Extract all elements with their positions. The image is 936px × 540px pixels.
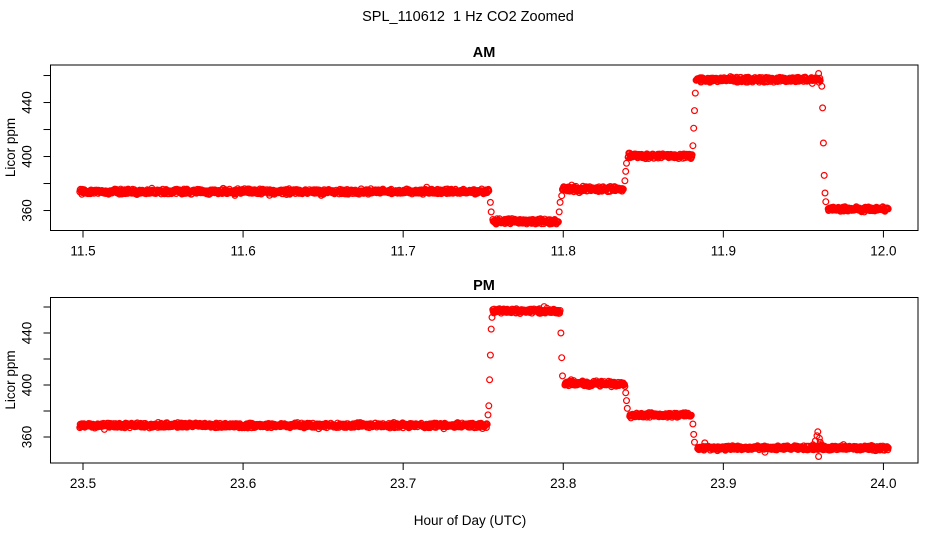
x-tick-label: 11.8 — [551, 244, 576, 259]
x-tick-label: 23.9 — [710, 476, 736, 491]
y-tick-label: 360 — [20, 199, 35, 222]
x-tick-label: 11.6 — [230, 244, 255, 259]
data-point — [884, 205, 892, 213]
am-data-points — [76, 69, 892, 228]
y-tick-label: 400 — [20, 145, 35, 168]
chart-title: SPL_110612 1 Hz CO2 Zoomed — [362, 9, 574, 25]
data-point — [556, 307, 564, 315]
data-point — [485, 402, 493, 410]
am-plot-frame — [50, 64, 919, 231]
data-point — [622, 397, 630, 405]
data-point — [558, 372, 566, 380]
data-point — [621, 177, 629, 185]
pm-data-points — [76, 303, 892, 461]
data-point — [623, 404, 631, 412]
pm-panel: PM Licor ppm 23.5 23.6 23.7 23.8 23.9 24.0 360… — [3, 278, 919, 491]
am-x-axis-ticks: 11.5 11.6 11.7 11.8 11.9 12.0 — [70, 230, 897, 259]
data-point — [690, 430, 698, 438]
data-point — [621, 382, 629, 390]
data-point — [688, 151, 696, 159]
x-tick-label: 23.8 — [550, 476, 576, 491]
data-point — [691, 89, 699, 97]
x-tick-label: 23.7 — [390, 476, 416, 491]
data-point — [690, 124, 698, 132]
data-point — [884, 444, 892, 452]
data-point — [557, 329, 565, 337]
data-point — [814, 428, 822, 436]
y-tick-label: 360 — [20, 426, 35, 449]
am-plot-area: 11.5 11.6 11.7 11.8 11.9 12.0 360 400 440 — [20, 64, 919, 259]
data-point — [556, 309, 564, 317]
data-point — [486, 198, 494, 206]
x-axis-label: Hour of Day (UTC) — [414, 513, 527, 528]
data-point — [690, 107, 698, 115]
x-tick-label: 11.9 — [711, 244, 736, 259]
y-tick-label: 440 — [20, 322, 35, 345]
data-point — [820, 171, 828, 179]
data-point — [822, 198, 830, 206]
data-point — [484, 411, 492, 419]
data-point — [555, 208, 563, 216]
data-point — [486, 376, 494, 384]
x-tick-label: 24.0 — [870, 476, 896, 491]
data-point — [816, 74, 824, 82]
x-tick-label: 23.5 — [70, 476, 96, 491]
data-point — [554, 218, 562, 226]
y-tick-label: 440 — [20, 91, 35, 114]
data-point — [558, 192, 566, 200]
am-y-axis-ticks: 360 400 440 — [20, 75, 51, 222]
x-tick-label: 23.6 — [230, 476, 256, 491]
data-point — [619, 185, 627, 193]
data-point — [556, 198, 564, 206]
pm-y-axis-label: Licor ppm — [3, 350, 18, 409]
pm-panel-title: PM — [473, 278, 495, 294]
data-point — [558, 354, 566, 362]
data-point — [687, 411, 695, 419]
data-point — [690, 438, 698, 446]
data-point — [819, 139, 827, 147]
data-point — [482, 424, 490, 432]
data-point — [487, 208, 495, 216]
am-panel: AM Licor ppm 11.5 11.6 11.7 11.8 11.9 12.0 360… — [3, 45, 919, 259]
data-point — [815, 69, 823, 77]
am-panel-title: AM — [473, 45, 496, 61]
data-point — [486, 351, 494, 359]
data-point — [488, 313, 496, 321]
pm-plot-area: 23.5 23.6 23.7 23.8 23.9 24.0 360 400 440 — [20, 297, 919, 491]
data-point — [622, 389, 630, 397]
am-y-axis-label: Licor ppm — [3, 118, 18, 177]
data-point — [819, 104, 827, 112]
pm-x-axis-ticks: 23.5 23.6 23.7 23.8 23.9 24.0 — [70, 463, 897, 491]
data-point — [689, 420, 697, 428]
x-tick-label: 11.7 — [391, 244, 416, 259]
data-point — [487, 325, 495, 333]
data-point — [818, 82, 826, 90]
y-tick-label: 400 — [20, 374, 35, 397]
data-point — [622, 167, 630, 175]
data-point — [815, 453, 823, 461]
x-tick-label: 11.5 — [70, 244, 95, 259]
data-point — [483, 420, 491, 428]
data-point — [689, 142, 697, 150]
data-point — [820, 442, 828, 450]
pm-plot-frame — [50, 297, 919, 464]
x-tick-label: 12.0 — [870, 244, 896, 259]
data-point — [622, 159, 630, 167]
data-point — [485, 187, 493, 195]
data-point — [815, 434, 823, 442]
data-point — [821, 189, 829, 197]
pm-y-axis-ticks: 360 400 440 — [20, 306, 51, 449]
